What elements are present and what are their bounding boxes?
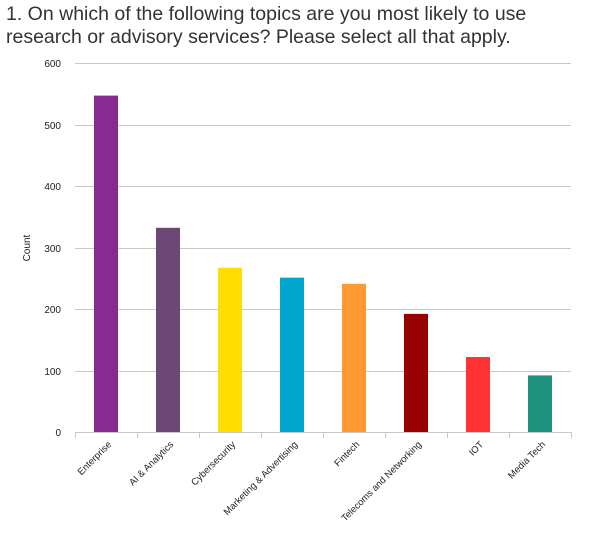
y-axis-label: Count [22, 234, 33, 261]
y-tick-labels: 0 100 200 300 400 500 600 [44, 59, 61, 439]
bar [94, 95, 118, 432]
y-tick-label: 400 [44, 182, 61, 193]
y-tick-label: 600 [44, 59, 61, 70]
y-tick-label: 500 [44, 121, 61, 132]
y-tick-label: 300 [44, 244, 61, 255]
bar [156, 227, 180, 432]
bar [466, 357, 490, 432]
x-axis [75, 432, 572, 438]
gridlines [75, 63, 571, 372]
x-tick-label: Enterprise [76, 439, 114, 477]
y-tick-label: 200 [44, 305, 61, 316]
bar [280, 277, 304, 432]
x-tick-labels: Enterprise AI & Analytics CybersecurityMar… [76, 439, 548, 524]
question-title: 1. On which of the following topics are … [6, 3, 527, 48]
bars [94, 95, 552, 432]
x-tick-label: AI & Analytics [127, 439, 176, 488]
y-tick-label: 0 [55, 428, 61, 439]
bar [218, 267, 242, 432]
x-tick-label: Media Tech [506, 439, 548, 481]
x-tick-label: Cybersecurity [189, 439, 238, 488]
bar [342, 283, 366, 432]
y-tick-label: 100 [44, 367, 61, 378]
bar [404, 313, 428, 432]
x-tick-label: Fintech [332, 439, 362, 469]
bar [528, 375, 552, 432]
x-tick-label: IOT [467, 439, 486, 458]
